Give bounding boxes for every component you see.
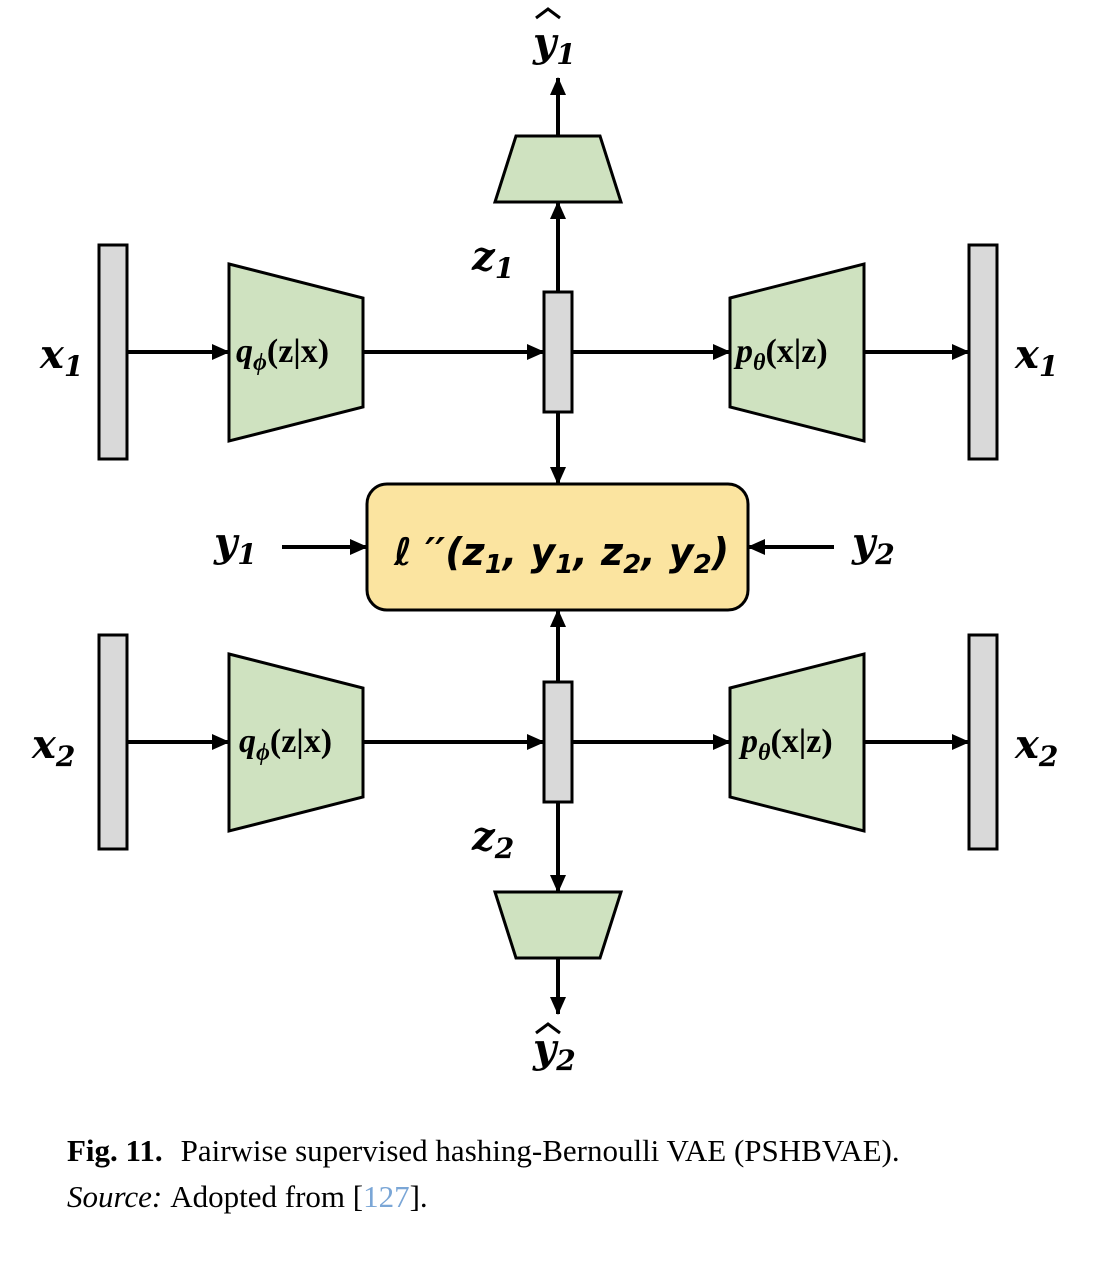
reference-link[interactable]: 127	[363, 1179, 410, 1214]
source-label: Source:	[67, 1179, 163, 1214]
decoder-bottom-label: pθ(x|z)	[738, 723, 833, 766]
output-vector-x2	[967, 633, 999, 851]
encoder-top	[227, 262, 365, 443]
hat-icon	[535, 1022, 561, 1035]
label-yhat1: y1	[532, 7, 576, 71]
figure-caption: Fig. 11. Pairwise supervised hashing-Bern…	[67, 1128, 1047, 1220]
source-end: ].	[409, 1179, 428, 1214]
loss-label: ℓ ′′(z1, y1, z2, y2)	[393, 530, 729, 580]
classifier-top	[492, 134, 624, 204]
label-y2: y2	[851, 519, 895, 571]
label-x2-input: x2	[31, 721, 75, 773]
figure-number: Fig. 11.	[67, 1133, 163, 1168]
label-yhat2: y2	[532, 1022, 576, 1077]
label-z2: z2	[471, 813, 514, 865]
encoder-bottom	[227, 652, 365, 833]
latent-vector-z1	[542, 290, 574, 414]
label-x1-output: x1	[1014, 331, 1058, 383]
pshbvae-diagram: ℓ ′′(z1, y1, z2, y2) x1 x1 x2 x2 y1 y2 z…	[31, 7, 1058, 1077]
caption-line-2: Source: Adopted from [127].	[67, 1174, 1047, 1220]
label-z1: z1	[471, 233, 514, 285]
hat-icon	[535, 7, 561, 20]
caption-line-1: Fig. 11. Pairwise supervised hashing-Bern…	[67, 1128, 1047, 1174]
classifier-bottom	[492, 890, 624, 960]
caption-text: Pairwise supervised hashing-Bernoulli VA…	[180, 1133, 900, 1168]
encoder-top-label: qϕ(z|x)	[236, 333, 329, 376]
decoder-bottom	[728, 652, 866, 833]
decoder-top	[728, 262, 866, 443]
decoder-top-label: pθ(x|z)	[733, 333, 828, 376]
latent-vector-z2	[542, 680, 574, 804]
encoder-bottom-label: qϕ(z|x)	[239, 723, 332, 766]
label-x1-input: x1	[39, 331, 83, 383]
input-vector-x2	[97, 633, 129, 851]
svg-text:y2: y2	[532, 1025, 576, 1077]
input-vector-x1	[97, 243, 129, 461]
output-vector-x1	[967, 243, 999, 461]
svg-text:y1: y1	[532, 19, 576, 71]
label-y1: y1	[213, 519, 257, 571]
label-x2-output: x2	[1014, 721, 1058, 773]
source-text: Adopted from [	[170, 1179, 364, 1214]
